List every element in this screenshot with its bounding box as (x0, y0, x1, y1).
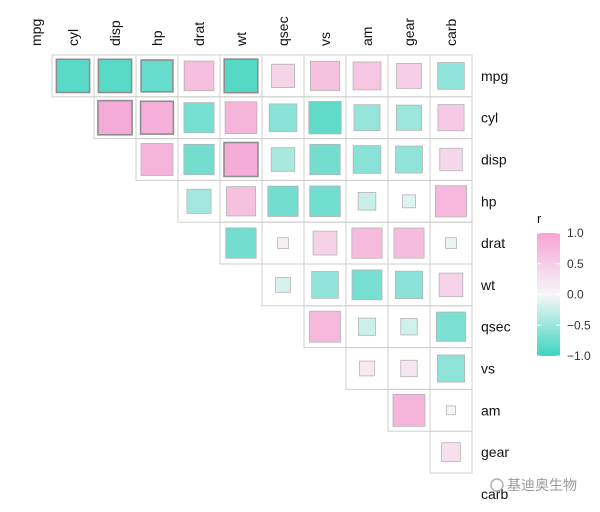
tile-mpg-hp (140, 59, 174, 93)
tile-cyl-am (353, 104, 381, 132)
tile-am-gear (392, 393, 426, 427)
row-label-cyl: cyl (481, 110, 498, 126)
tile-hp-gear (402, 194, 416, 209)
tile-mpg-gear (396, 63, 422, 89)
col-label-mpg: mpg (28, 19, 44, 46)
col-label-disp: disp (107, 20, 123, 46)
tile-mpg-cyl (55, 58, 91, 94)
tile-drat-am (351, 227, 383, 259)
row-label-drat: drat (481, 235, 505, 251)
tile-hp-qsec (267, 185, 299, 217)
legend-title: r (537, 211, 542, 226)
watermark-icon (490, 478, 504, 492)
legend: r (537, 211, 560, 356)
legend-tick-label: 1.0 (567, 226, 584, 240)
col-label-hp: hp (149, 30, 165, 46)
tile-cyl-disp (97, 99, 133, 136)
legend-tick-label: −0.5 (567, 318, 591, 332)
legend-tick-label: −1.0 (567, 349, 591, 363)
tile-hp-drat (186, 188, 212, 214)
col-label-vs: vs (317, 32, 333, 46)
tile-wt-am (351, 269, 383, 301)
tile-cyl-wt (224, 101, 258, 134)
tile-drat-gear (393, 227, 425, 259)
tile-disp-wt (223, 141, 259, 178)
tile-disp-qsec (270, 147, 296, 172)
tile-hp-carb (435, 185, 467, 218)
grid-cell-gear-carb (429, 430, 473, 474)
tile-disp-vs (309, 143, 341, 176)
legend-ticks: 1.0 0.5 0.0 −0.5 −1.0 (537, 226, 591, 363)
row-label-wt: wt (480, 277, 495, 293)
col-label-am: am (359, 27, 375, 46)
label-layer: mpg cyl cyl disp disp hp hp drat drat wt wt qsec qse… (28, 16, 511, 501)
col-label-gear: gear (401, 18, 417, 46)
tile-am-carb (446, 405, 456, 416)
tile-drat-qsec (277, 237, 289, 249)
tile-cyl-hp (139, 100, 175, 135)
tile-wt-qsec (275, 277, 291, 293)
tile-mpg-qsec (270, 63, 296, 88)
row-label-disp: disp (481, 152, 507, 168)
tile-cyl-gear (395, 104, 422, 131)
row-label-qsec: qsec (481, 319, 511, 335)
tile-qsec-carb (435, 311, 467, 342)
tile-cyl-carb (437, 104, 465, 132)
tile-cyl-vs (308, 101, 342, 135)
col-label-carb: carb (443, 19, 459, 46)
tile-mpg-wt (223, 58, 259, 94)
tile-wt-vs (311, 271, 339, 299)
tile-layer (55, 58, 467, 462)
tile-mpg-carb (437, 62, 465, 90)
tile-vs-carb (437, 354, 465, 383)
tile-hp-vs (309, 185, 341, 217)
tile-wt-carb (438, 272, 464, 298)
tile-mpg-drat (183, 60, 215, 92)
row-label-am: am (481, 402, 500, 418)
tile-hp-wt (225, 186, 257, 217)
row-label-gear: gear (481, 444, 509, 460)
tile-gear-carb (441, 442, 461, 462)
legend-tick-label: 0.0 (567, 288, 584, 302)
tile-qsec-am (357, 317, 377, 336)
watermark-text: 基迪奥生物 (507, 477, 577, 494)
tile-mpg-vs (309, 60, 341, 91)
tile-wt-gear (394, 270, 424, 300)
tile-mpg-disp (97, 58, 133, 94)
col-label-drat: drat (191, 22, 207, 46)
tile-disp-hp (140, 143, 174, 176)
grid-layer (51, 54, 473, 474)
tile-drat-wt (225, 227, 257, 259)
tile-qsec-vs (309, 310, 341, 343)
col-label-qsec: qsec (275, 16, 291, 46)
tile-cyl-drat (183, 102, 215, 134)
tile-vs-am (359, 360, 375, 377)
row-label-hp: hp (481, 193, 497, 209)
tile-disp-drat (183, 143, 215, 176)
row-label-vs: vs (481, 361, 495, 377)
col-label-wt: wt (233, 32, 249, 47)
tile-disp-am (352, 145, 382, 174)
legend-tick-label: 0.5 (567, 257, 584, 271)
tile-vs-gear (400, 359, 418, 378)
tile-disp-carb (439, 147, 463, 172)
tile-qsec-gear (400, 318, 418, 336)
tile-cyl-qsec (268, 103, 298, 132)
tile-disp-gear (395, 145, 423, 174)
row-label-carb: carb (481, 486, 508, 502)
row-label-mpg: mpg (481, 68, 508, 84)
tile-drat-carb (445, 237, 457, 249)
tile-drat-vs (312, 230, 338, 256)
col-label-cyl: cyl (65, 29, 81, 46)
tile-mpg-am (352, 61, 382, 91)
legend-colorbar (537, 233, 560, 356)
tile-hp-am (357, 192, 377, 211)
